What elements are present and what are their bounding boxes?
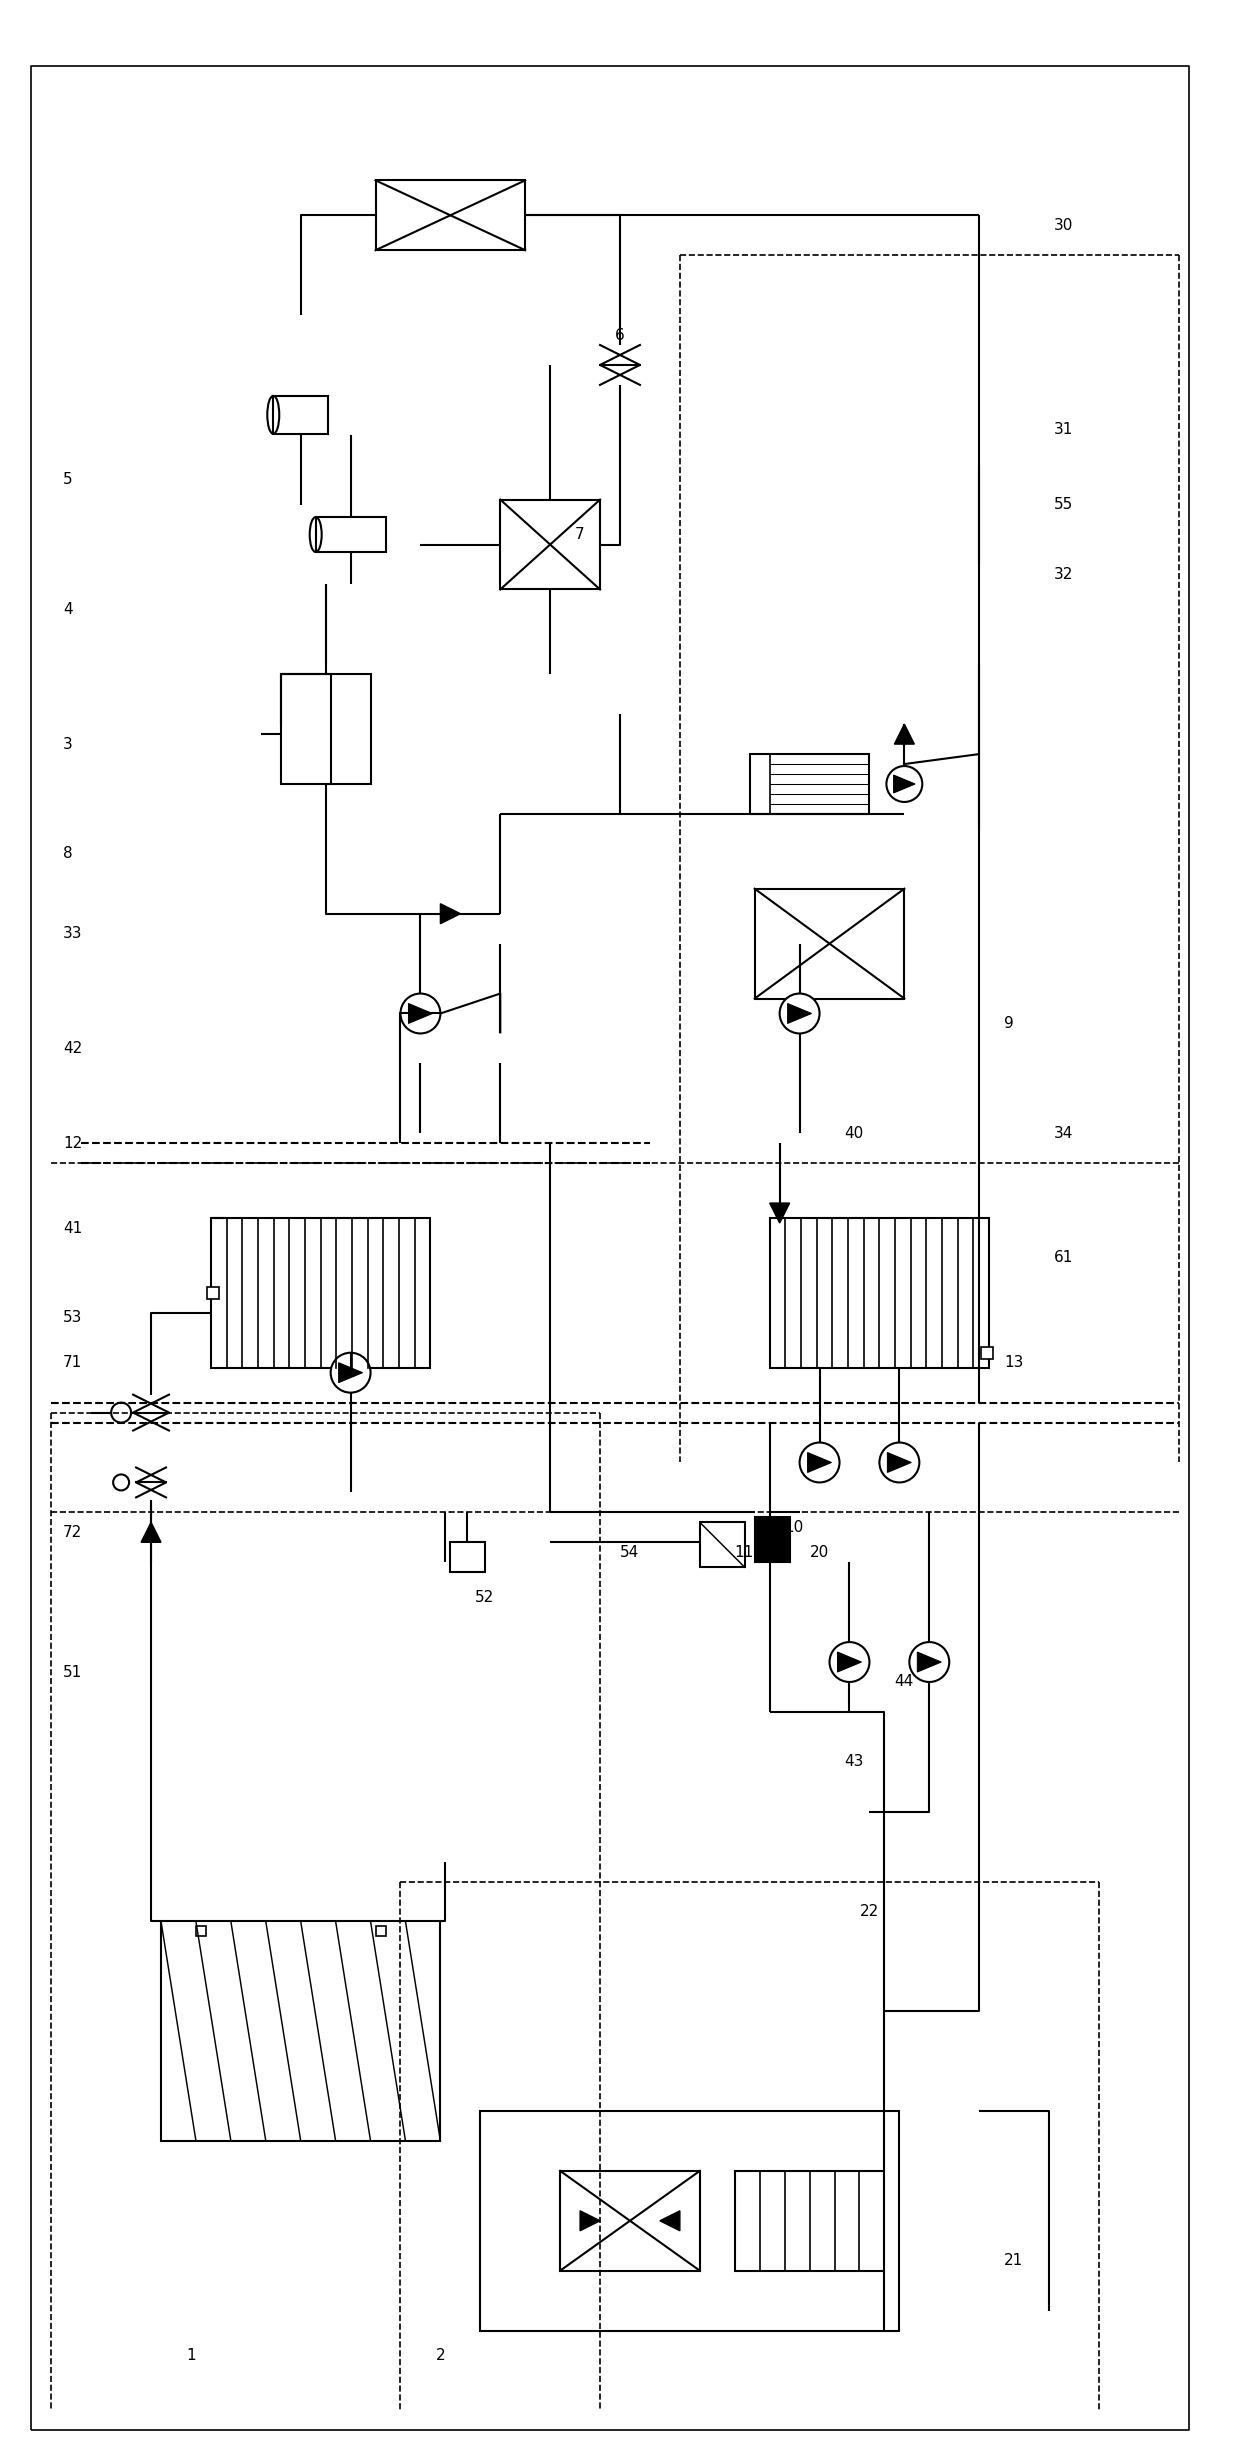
Text: 55: 55 — [1054, 498, 1074, 512]
Text: 11: 11 — [735, 1544, 754, 1559]
Polygon shape — [339, 1362, 362, 1382]
Text: 54: 54 — [620, 1544, 640, 1559]
Text: 40: 40 — [844, 1126, 864, 1140]
Circle shape — [909, 1643, 950, 1682]
Text: 7: 7 — [575, 527, 585, 542]
Text: 34: 34 — [1054, 1126, 1074, 1140]
Text: 52: 52 — [475, 1589, 495, 1606]
Text: 31: 31 — [1054, 421, 1074, 438]
Bar — [755, 889, 904, 998]
Bar — [755, 1517, 790, 1562]
Circle shape — [401, 993, 440, 1034]
Bar — [500, 500, 600, 589]
Circle shape — [331, 1352, 371, 1392]
Bar — [376, 180, 526, 251]
Polygon shape — [894, 776, 915, 793]
Bar — [211, 1219, 430, 1367]
Bar — [376, 1926, 386, 1936]
Text: 5: 5 — [63, 473, 73, 488]
Text: 30: 30 — [1054, 217, 1074, 234]
Polygon shape — [440, 904, 460, 924]
Polygon shape — [918, 1653, 941, 1672]
Text: 13: 13 — [1004, 1355, 1023, 1369]
Bar — [560, 2170, 699, 2271]
Polygon shape — [660, 2212, 680, 2231]
Text: 22: 22 — [859, 1904, 879, 1919]
Polygon shape — [787, 1002, 811, 1025]
Text: 10: 10 — [785, 1520, 804, 1534]
Text: 61: 61 — [1054, 1251, 1074, 1266]
Text: 43: 43 — [844, 1754, 864, 1768]
Text: 12: 12 — [63, 1135, 83, 1150]
Bar — [450, 1542, 485, 1571]
Text: 20: 20 — [810, 1544, 828, 1559]
Text: 8: 8 — [63, 847, 73, 862]
Circle shape — [879, 1443, 919, 1483]
Text: 44: 44 — [894, 1675, 914, 1690]
Text: 42: 42 — [63, 1042, 83, 1057]
Polygon shape — [888, 1453, 911, 1473]
Text: 33: 33 — [63, 926, 83, 941]
Bar — [207, 1286, 219, 1298]
Polygon shape — [770, 1202, 790, 1224]
Bar — [273, 397, 329, 433]
Bar — [196, 1926, 206, 1936]
Polygon shape — [807, 1453, 832, 1473]
Polygon shape — [894, 724, 914, 744]
Bar — [280, 675, 371, 783]
Bar — [981, 1347, 993, 1360]
Text: 21: 21 — [1004, 2254, 1023, 2268]
Text: 72: 72 — [63, 1525, 83, 1539]
Text: 71: 71 — [63, 1355, 83, 1369]
Bar — [750, 754, 869, 813]
Circle shape — [780, 993, 820, 1034]
Text: 51: 51 — [63, 1665, 83, 1680]
Bar — [480, 2111, 899, 2330]
Circle shape — [800, 1443, 839, 1483]
Bar — [316, 517, 386, 552]
Circle shape — [830, 1643, 869, 1682]
Bar — [770, 1219, 990, 1367]
Text: 1: 1 — [186, 2347, 196, 2362]
Bar — [735, 2170, 884, 2271]
Bar — [161, 1921, 440, 2140]
Text: 2: 2 — [435, 2347, 445, 2362]
Text: 3: 3 — [63, 736, 73, 751]
Text: 4: 4 — [63, 601, 73, 616]
Text: 6: 6 — [615, 328, 625, 342]
Polygon shape — [837, 1653, 862, 1672]
Text: 32: 32 — [1054, 566, 1074, 581]
Text: 53: 53 — [63, 1310, 83, 1325]
Circle shape — [887, 766, 923, 803]
Bar — [699, 1522, 745, 1566]
Polygon shape — [141, 1522, 161, 1542]
Text: 41: 41 — [63, 1222, 83, 1236]
Polygon shape — [580, 2212, 600, 2231]
Text: 9: 9 — [1004, 1015, 1014, 1032]
Polygon shape — [408, 1002, 433, 1025]
